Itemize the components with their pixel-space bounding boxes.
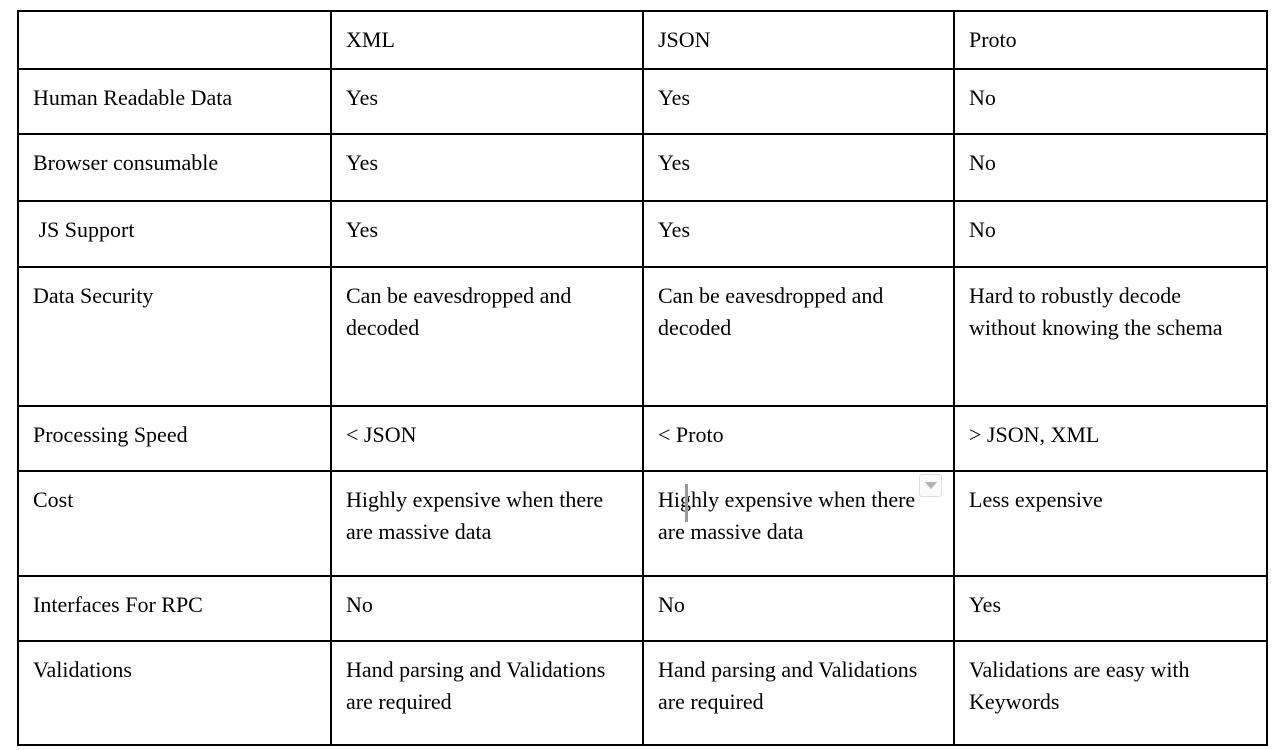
table-cell[interactable]: Yes (953, 575, 1268, 642)
table-row-js-support: JS Support Yes Yes No (17, 200, 1268, 268)
row-label[interactable]: Human Readable Data (17, 68, 332, 135)
table-cell[interactable]: Can be eavesdropped and decoded (330, 266, 644, 407)
table-cell[interactable]: Hard to robustly decode without knowing … (953, 266, 1268, 407)
table-cell[interactable]: Hand parsing and Validations are require… (642, 640, 955, 746)
table-row-browser-consumable: Browser consumable Yes Yes No (17, 133, 1268, 202)
table-cell[interactable]: No (330, 575, 644, 642)
text-caret (685, 484, 688, 522)
comparison-table: XML JSON Proto Human Readable Data Yes Y… (17, 10, 1268, 746)
chevron-down-icon (924, 482, 937, 489)
row-label[interactable]: Processing Speed (17, 405, 332, 472)
table-cell[interactable]: No (953, 200, 1268, 268)
row-label[interactable]: Validations (17, 640, 332, 746)
table-cell[interactable]: Yes (642, 200, 955, 268)
row-label[interactable]: Data Security (17, 266, 332, 407)
table-row-data-security: Data Security Can be eavesdropped and de… (17, 266, 1268, 407)
header-cell-blank[interactable] (17, 10, 332, 70)
table-cell[interactable]: Yes (330, 133, 644, 202)
table-cell[interactable]: No (953, 68, 1268, 135)
table-cell[interactable]: Can be eavesdropped and decoded (642, 266, 955, 407)
table-cell[interactable]: Highly expensive when there are massive … (330, 470, 644, 577)
table-row-validations: Validations Hand parsing and Validations… (17, 640, 1268, 746)
row-label[interactable]: Browser consumable (17, 133, 332, 202)
table-cell-dropdown-button[interactable] (919, 474, 942, 497)
table-cell[interactable]: No (642, 575, 955, 642)
table-row-processing-speed: Processing Speed < JSON < Proto > JSON, … (17, 405, 1268, 472)
table-cell[interactable]: Hand parsing and Validations are require… (330, 640, 644, 746)
table-cell[interactable]: Less expensive (953, 470, 1268, 577)
table-row-interfaces-rpc: Interfaces For RPC No No Yes (17, 575, 1268, 642)
table-cell[interactable]: < Proto (642, 405, 955, 472)
table-row-cost: Cost Highly expensive when there are mas… (17, 470, 1268, 577)
header-cell-proto[interactable]: Proto (953, 10, 1268, 70)
table-row-human-readable: Human Readable Data Yes Yes No (17, 68, 1268, 135)
row-label[interactable]: Cost (17, 470, 332, 577)
table-cell[interactable]: Yes (642, 68, 955, 135)
table-cell[interactable]: Yes (330, 68, 644, 135)
row-label[interactable]: Interfaces For RPC (17, 575, 332, 642)
table-header-row: XML JSON Proto (17, 10, 1268, 70)
table-cell[interactable]: No (953, 133, 1268, 202)
table-cell[interactable]: < JSON (330, 405, 644, 472)
header-cell-xml[interactable]: XML (330, 10, 644, 70)
header-cell-json[interactable]: JSON (642, 10, 955, 70)
table-cell[interactable]: Validations are easy with Keywords (953, 640, 1268, 746)
table-cell[interactable]: Yes (330, 200, 644, 268)
table-cell[interactable]: > JSON, XML (953, 405, 1268, 472)
table-cell[interactable]: Yes (642, 133, 955, 202)
table-cell-with-caret[interactable]: Highly expensive when there are massive … (642, 470, 955, 577)
row-label[interactable]: JS Support (17, 200, 332, 268)
